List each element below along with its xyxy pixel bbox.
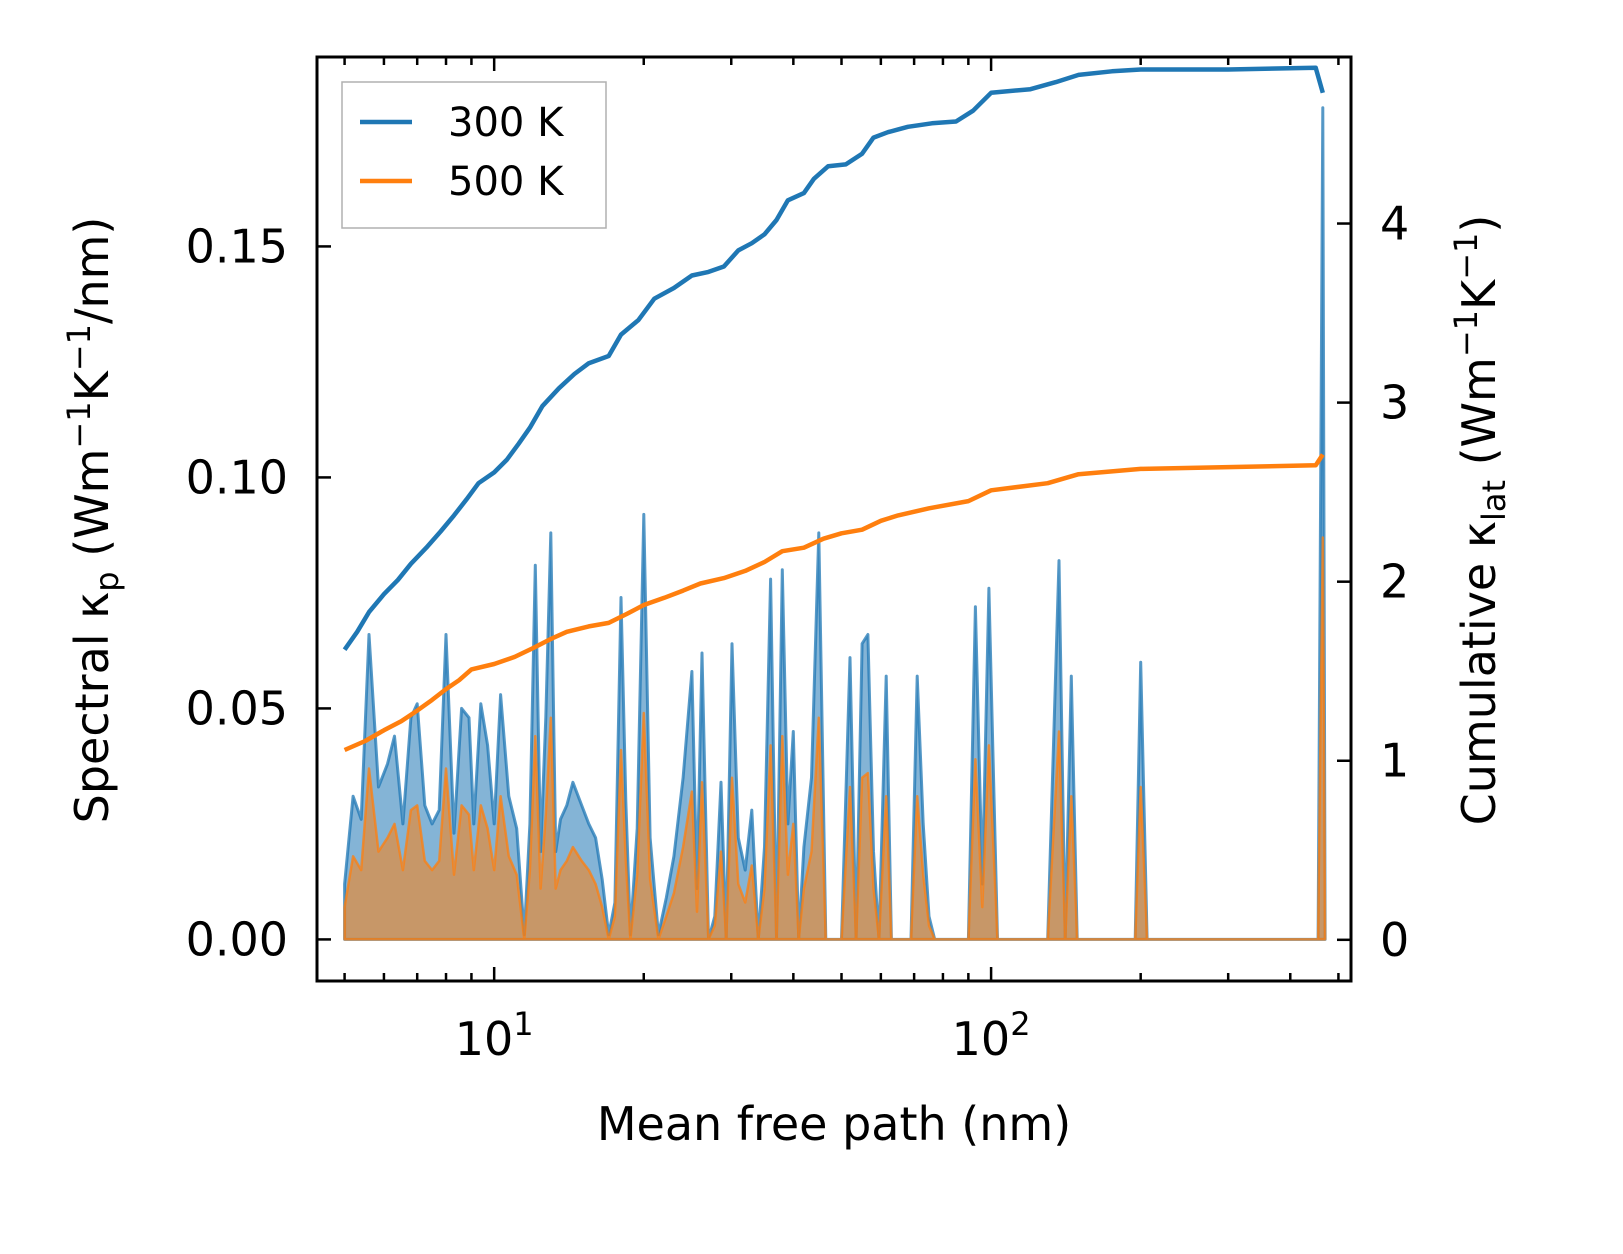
legend-label-500k: 500 K [448, 159, 565, 205]
legend-label-300k: 300 K [448, 100, 565, 146]
x-axis-label: Mean free path (nm) [597, 1097, 1071, 1151]
y-axis-right-label: Cumulative κlat (Wm−1K−1) [1447, 215, 1513, 826]
cumulative-line-300-k [342, 65, 1325, 651]
y-left-tick-label: 0.15 [186, 219, 288, 273]
y-axis-left-label: Spectral κp (Wm−1K−1/nm) [60, 217, 126, 824]
legend: 300 K 500 K [341, 81, 607, 229]
y-right-tick-label: 1 [1380, 734, 1409, 788]
y-right-tick-label: 4 [1380, 197, 1409, 251]
spectral-area-500-k-spectral [343, 536, 1327, 941]
cumulative-line-500-k [343, 453, 1325, 753]
y-left-tick-label: 0.10 [186, 450, 288, 504]
y-right-tick-label: 2 [1380, 555, 1409, 609]
plot-area [342, 65, 1327, 941]
y-left-tick-label: 0.05 [186, 681, 288, 735]
y-right-tick-label: 3 [1380, 376, 1409, 430]
x-tick-label: 101 [455, 1005, 534, 1066]
y-right-tick-label: 0 [1380, 913, 1409, 967]
legend-frame [341, 81, 607, 229]
y-left-tick-label: 0.00 [186, 912, 288, 966]
x-tick-label: 102 [952, 1005, 1031, 1066]
plot-frame [315, 55, 1353, 983]
